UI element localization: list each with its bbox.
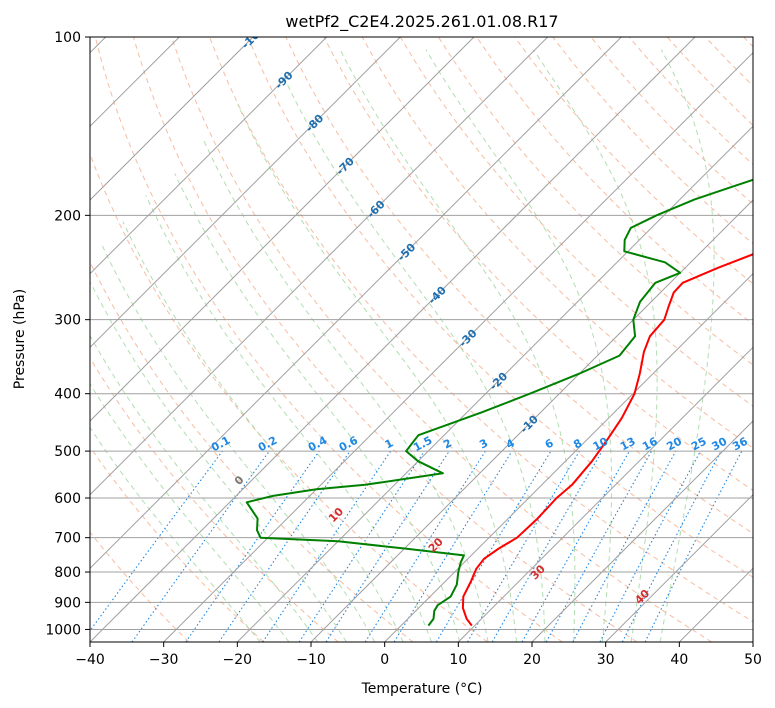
isotherm-line [90, 37, 328, 275]
moist-adiabat-line [339, 49, 576, 642]
mixing-ratio-line [90, 450, 223, 632]
moist-adiabat-line [174, 173, 461, 642]
moist-adiabat-line [101, 245, 376, 642]
x-tick-label: −40 [75, 652, 105, 668]
dry-adiabat-line [171, 37, 712, 642]
y-tick-label: 300 [54, 313, 81, 329]
y-tick-label: 200 [54, 208, 81, 224]
moist-adiabat-line [145, 195, 432, 642]
dry-adiabat-line [90, 152, 488, 642]
dry-adiabat-line [514, 37, 753, 285]
isotherm-line [90, 37, 696, 642]
x-axis-ticks: −40 −30 −20 −10 0 10 20 30 40 50 [75, 642, 762, 668]
dewpoint-profile-line [245, 178, 753, 627]
moist-adiabat-line [122, 221, 404, 642]
isotherm-line [457, 346, 753, 642]
dry-adiabat-line [90, 446, 264, 642]
isotherm-line [90, 37, 549, 496]
mixing-ratio-label: 36 [730, 435, 750, 454]
isotherm-line [605, 493, 753, 642]
dry-adiabat-line [94, 37, 563, 642]
plot-frame [89, 36, 754, 643]
mixing-ratio-line [262, 450, 392, 642]
y-tick-label: 600 [54, 491, 81, 507]
isotherm-grid [90, 37, 753, 642]
x-tick-label: −30 [149, 652, 179, 668]
x-tick-label: 50 [744, 652, 762, 668]
y-tick-label: 500 [54, 444, 81, 460]
mixing-ratio-line [545, 450, 653, 642]
moist-adiabat-line [532, 49, 658, 642]
y-tick-label: 400 [54, 387, 81, 403]
dry-adiabat-line [209, 37, 753, 623]
x-tick-label: 30 [597, 652, 615, 668]
y-tick-label: 700 [54, 531, 81, 547]
y-tick-label: 100 [54, 30, 81, 46]
mixing-ratio-label: 20 [664, 435, 684, 454]
sounding-series [245, 178, 753, 627]
dry-adiabat-line [399, 37, 753, 407]
y-tick-label: 800 [54, 565, 81, 581]
isotherm-line [90, 37, 401, 349]
isotherm-line [90, 37, 254, 201]
mixing-ratio-line [572, 450, 677, 642]
dry-adiabat-line [247, 37, 753, 578]
mixing-ratio-line [393, 450, 513, 642]
moist-adiabat-line [90, 280, 347, 642]
x-tick-label: 0 [380, 652, 389, 668]
mixing-ratio-line [298, 450, 425, 642]
mixing-ratio-line [325, 450, 450, 642]
dry-adiabat-line [361, 37, 753, 449]
x-tick-label: 10 [449, 652, 467, 668]
isotherm-line [531, 420, 753, 642]
isotherm-line [90, 37, 622, 570]
x-axis-title: Temperature (°C) [361, 681, 483, 697]
temperature-profile-line [461, 253, 753, 627]
mixing-ratio-label: 10 [591, 435, 611, 454]
mixing-ratio-label: 13 [618, 435, 638, 454]
y-tick-label: 900 [54, 595, 81, 611]
mixing-ratio-line [185, 450, 320, 642]
mixing-ratio-label: 25 [689, 435, 709, 454]
mixing-ratio-line [644, 450, 743, 642]
mixing-ratio-line [131, 450, 270, 642]
y-axis-title: Pressure (hPa) [12, 289, 28, 389]
moist-adiabat-line [90, 334, 319, 642]
y-tick-label: 1000 [45, 622, 81, 638]
isotherm-line [163, 51, 753, 642]
isotherm-line [90, 37, 475, 422]
mixing-ratio-line [521, 450, 630, 642]
x-tick-label: −10 [296, 652, 326, 668]
chart-title: wetPf2_C2E4.2025.261.01.08.R17 [285, 12, 558, 32]
mixing-ratio-line [218, 450, 351, 642]
dry-adiabats [90, 37, 753, 642]
moist-adiabat-line [659, 49, 715, 642]
isotherm-line [310, 199, 753, 642]
x-tick-label: 40 [670, 652, 688, 668]
mixing-ratio-label: 30 [710, 435, 730, 454]
mixing-ratio-lines [90, 450, 743, 642]
x-tick-label: 20 [523, 652, 541, 668]
y-axis-ticks: 100 200 300 400 500 600 700 800 900 1000 [45, 30, 90, 638]
mixing-ratio-label: 16 [640, 435, 660, 454]
isobar-grid [90, 37, 753, 630]
moist-adiabat-line [90, 382, 290, 642]
dry-adiabat-line [90, 356, 339, 642]
isotherm-line [384, 272, 753, 642]
moist-adiabat-line [237, 104, 517, 642]
dry-adiabat-line [90, 531, 190, 642]
x-tick-label: −20 [223, 652, 253, 668]
